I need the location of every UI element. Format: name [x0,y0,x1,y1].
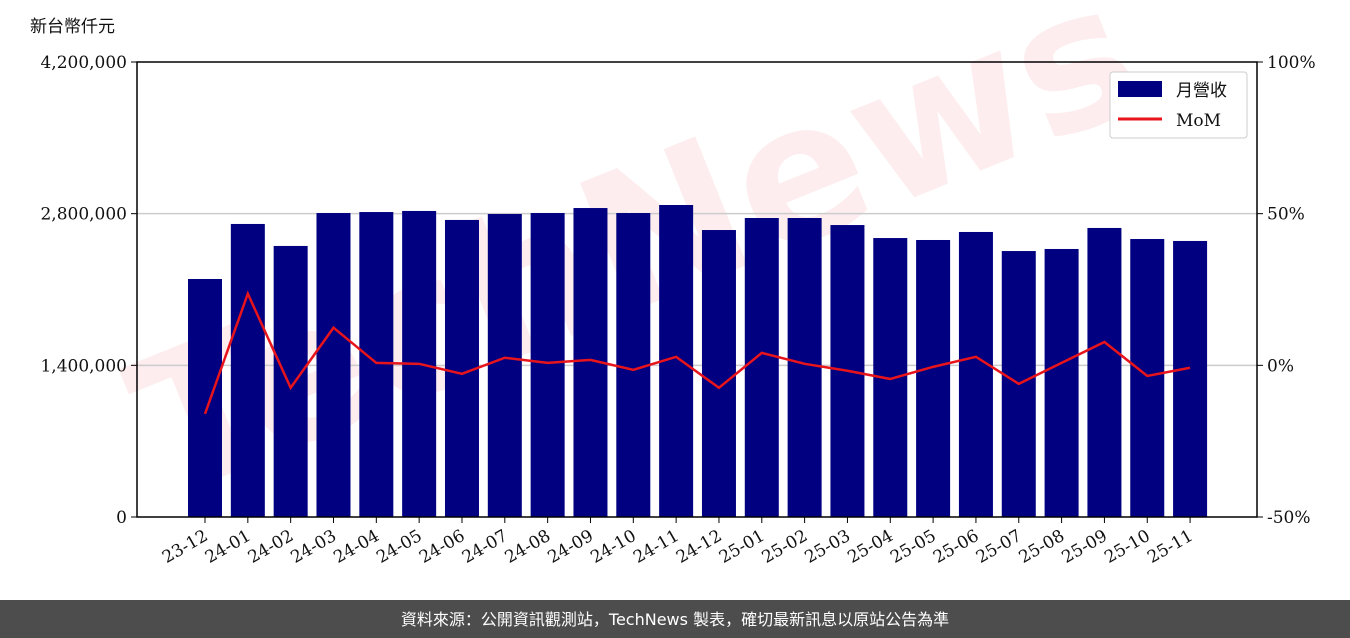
x-tick-label: 24-05 [373,526,425,568]
x-tick-label: 25-05 [887,526,939,568]
x-tick-label: 24-09 [545,526,597,568]
x-tick-label: 25-06 [930,526,982,568]
bar [701,230,736,517]
y2-tick-label: 50% [1267,205,1305,225]
legend-label: MoM [1176,111,1221,131]
x-tick-label: 24-02 [245,526,297,568]
bar [230,223,265,518]
y2-tick-label: 0% [1267,356,1294,376]
mom-line [203,290,1191,415]
bar [1044,248,1079,517]
source-note: 資料來源：公開資訊觀測站，TechNews 製表，確切最新訊息以原站公告為準 [401,610,949,629]
bar [1087,227,1122,517]
bar [188,278,222,517]
y2-tick-label: 100% [1267,53,1316,73]
x-tick-label: 25-11 [1144,526,1196,568]
bar [616,213,651,517]
y-tick-label: 1,400,000 [40,356,127,376]
bar [1173,240,1208,517]
x-tick-label: 24-11 [630,526,682,568]
bar [273,245,308,517]
x-tick-label: 25-08 [1016,526,1068,568]
x-tick-label: 24-12 [673,526,725,568]
bar [744,218,779,517]
bar [530,213,565,517]
y-axis-label: 新台幣仟元 [30,17,115,37]
x-tick-label: 24-06 [416,526,468,568]
x-tick-label: 25-02 [759,526,811,568]
x-tick-label: 25-01 [716,526,768,568]
x-tick-label: 25-04 [844,526,896,568]
legend-swatch [1118,81,1162,97]
x-tick-label: 24-10 [587,526,639,568]
x-tick-label: 25-09 [1058,526,1110,568]
bar [916,239,951,517]
x-tick-label: 24-07 [459,526,511,568]
bar [1130,239,1165,517]
bar [359,212,394,517]
footer-band [0,600,1350,638]
bar [787,218,822,517]
x-tick-label: 25-07 [973,526,1025,568]
y-tick-label: 0 [116,508,127,528]
y-tick-label: 4,200,000 [40,53,127,73]
plot-frame [136,61,1258,518]
x-tick-label: 24-04 [330,526,382,568]
bar [487,213,522,517]
bar [316,213,351,517]
legend-label: 月營收 [1176,81,1227,101]
y2-tick-label: -50% [1267,508,1311,528]
x-tick-label: 24-03 [288,526,340,568]
x-tick-label: 25-03 [802,526,854,568]
x-tick-label: 24-08 [502,526,554,568]
x-tick-label: 25-10 [1101,526,1153,568]
y-tick-label: 2,800,000 [40,205,127,225]
bar [958,231,993,517]
x-tick-label: 24-01 [202,526,254,568]
